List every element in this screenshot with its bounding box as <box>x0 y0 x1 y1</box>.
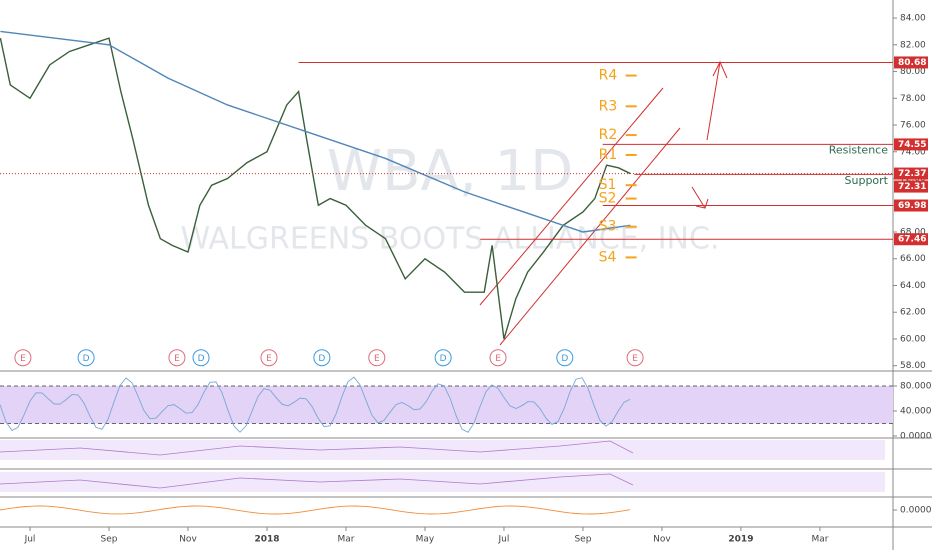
event-marker <box>489 349 507 367</box>
pivot-label: S2 <box>599 191 617 207</box>
annotation: Resistence <box>829 143 889 156</box>
level-label: 67.46 <box>898 235 926 245</box>
pivot-label: R3 <box>599 98 618 114</box>
y-tick-label: 76.00 <box>900 121 926 131</box>
y-tick-label: 64.00 <box>900 281 926 291</box>
x-tick-label: Nov <box>653 535 671 545</box>
event-label: E <box>495 354 501 364</box>
event-marker <box>626 349 644 367</box>
y-tick-label: 62.00 <box>900 308 926 318</box>
level-label-box <box>894 56 928 69</box>
y-tick-label: 80.0000 <box>900 382 932 392</box>
oscillator-line <box>0 505 631 515</box>
x-tick-label: Jul <box>498 535 510 545</box>
level-label-box <box>894 167 928 180</box>
y-tick-label: 82.00 <box>900 40 926 50</box>
event-marker <box>14 349 32 367</box>
level-label: 72.37 <box>898 169 926 179</box>
y-tick-label: 84.00 <box>900 14 926 24</box>
x-tick-label: Mar <box>811 535 828 545</box>
y-tick-label: 78.00 <box>900 94 926 104</box>
indicator-line <box>0 440 634 456</box>
y-tick-label: 60.00 <box>900 334 926 344</box>
event-marker <box>168 349 186 367</box>
pivot-label: R1 <box>599 147 618 163</box>
y-tick-label: 0.0000 <box>900 506 932 516</box>
oscillator-line <box>0 376 631 433</box>
pivot-label: R2 <box>599 127 618 143</box>
event-marker <box>313 349 331 367</box>
event-marker <box>434 349 452 367</box>
level-label: 74.55 <box>898 140 926 150</box>
trend-line <box>499 127 681 346</box>
level-label: 69.98 <box>898 201 926 211</box>
pivot-label: R4 <box>599 68 618 84</box>
event-marker <box>556 349 574 367</box>
level-label-box <box>894 199 928 212</box>
x-tick-label: May <box>416 535 435 545</box>
event-label: E <box>632 354 638 364</box>
x-tick-label: 2019 <box>728 535 753 545</box>
y-tick-label: 0.0000 <box>900 432 932 442</box>
x-tick-label: Mar <box>337 535 354 545</box>
event-label: D <box>198 354 205 364</box>
x-tick-label: Sep <box>574 535 591 545</box>
pivot-label: S3 <box>599 219 617 235</box>
x-tick-label: 2018 <box>254 535 279 545</box>
y-tick-label: 68.00 <box>900 228 926 238</box>
pivot-label: S4 <box>599 249 617 265</box>
price-line <box>0 37 631 340</box>
y-tick-label: 40.0000 <box>900 407 932 417</box>
indicator-line <box>0 473 634 489</box>
arrow-head <box>695 198 709 209</box>
annotation: Support <box>845 174 889 187</box>
event-marker <box>368 349 386 367</box>
level-label: 80.68 <box>898 58 926 68</box>
pivot-label: S1 <box>599 177 617 193</box>
arrow <box>706 61 721 141</box>
level-label-box <box>894 138 928 151</box>
event-label: E <box>374 354 380 364</box>
event-marker <box>260 349 278 367</box>
price-line <box>0 30 631 233</box>
event-label: E <box>174 354 180 364</box>
event-marker <box>77 349 95 367</box>
level-label-box <box>894 180 928 193</box>
event-label: E <box>20 354 26 364</box>
event-label: D <box>83 354 90 364</box>
event-label: D <box>440 354 447 364</box>
event-label: D <box>318 354 325 364</box>
x-tick-label: Sep <box>101 535 118 545</box>
level-label-box <box>894 233 928 246</box>
y-tick-label: 66.00 <box>900 254 926 264</box>
event-label: E <box>266 354 272 364</box>
watermark: WBA, 1D <box>327 139 573 204</box>
x-tick-label: Nov <box>179 535 197 545</box>
event-marker <box>192 349 210 367</box>
level-label: 72.31 <box>898 182 926 192</box>
trend-line <box>479 87 664 306</box>
arrow <box>691 186 706 209</box>
y-tick-label: 58.00 <box>900 361 926 371</box>
y-tick-label: 74.00 <box>900 147 926 157</box>
y-tick-label: 80.00 <box>900 67 926 77</box>
x-tick-label: Jul <box>24 535 36 545</box>
event-label: D <box>561 354 568 364</box>
